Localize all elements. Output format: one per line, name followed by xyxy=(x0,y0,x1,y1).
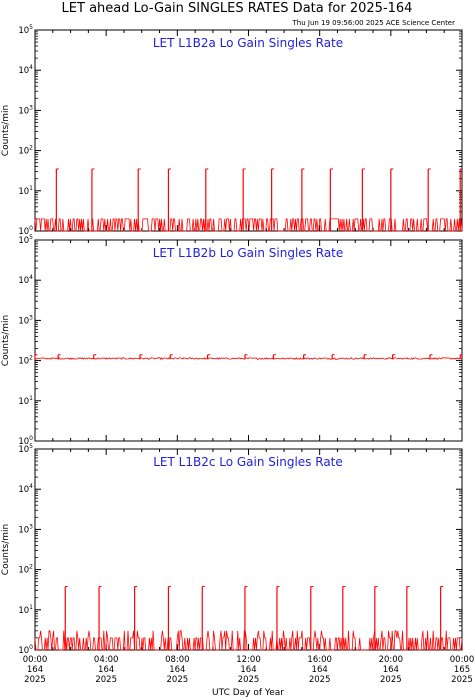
x-tick-label-day: 164 xyxy=(240,665,256,675)
y-tick-label: 105 xyxy=(18,443,33,455)
x-tick-label-time: 16:00 xyxy=(307,655,332,665)
y-tick-label: 105 xyxy=(18,24,33,36)
x-tick-label-time: 00:00 xyxy=(23,655,48,665)
panel-l1b2b: 100 101 102 103 104 105 Counts/min LET L1B2b Lo… xyxy=(1,234,463,447)
x-tick-label-time: 00:00 xyxy=(450,655,475,665)
y-tick-label: 104 xyxy=(18,64,33,76)
x-tick-label-year: 2025 xyxy=(24,675,46,685)
x-tick-label-time: 20:00 xyxy=(379,655,404,665)
y-tick-label: 102 xyxy=(18,564,33,576)
y-tick-label: 103 xyxy=(18,314,33,326)
x-tick-label-year: 2025 xyxy=(167,675,189,685)
rate-trace xyxy=(34,630,463,651)
x-tick-label-time: 12:00 xyxy=(236,655,261,665)
panel-title: LET L1B2c Lo Gain Singles Rate xyxy=(153,455,343,469)
y-tick-label: 101 xyxy=(18,395,33,407)
x-tick-label-day: 164 xyxy=(98,665,114,675)
y-tick-label: 104 xyxy=(18,274,33,286)
x-tick-label-year: 2025 xyxy=(451,675,473,685)
x-tick-label-year: 2025 xyxy=(380,675,402,685)
rate-trace xyxy=(34,218,463,232)
panel-title: LET L1B2b Lo Gain Singles Rate xyxy=(153,246,344,260)
rate-trace xyxy=(34,357,463,360)
x-tick-label-day: 164 xyxy=(383,665,399,675)
x-tick-label-time: 04:00 xyxy=(94,655,119,665)
y-tick-label: 101 xyxy=(18,604,33,616)
x-tick-label-year: 2025 xyxy=(309,675,331,685)
y-axis-label: Counts/min xyxy=(1,524,11,575)
y-tick-label: 100 xyxy=(18,644,33,656)
y-tick-label: 103 xyxy=(18,523,33,535)
figure-title: LET ahead Lo-Gain SINGLES RATES Data for… xyxy=(62,1,413,16)
plot-frame xyxy=(34,29,463,232)
panel-l1b2a: 100 101 102 103 104 105 Counts/min LET L1B2a Lo… xyxy=(1,24,463,237)
x-tick-label-time: 08:00 xyxy=(165,655,190,665)
x-axis: 00:00164202504:00164202508:00164202512:0… xyxy=(23,655,475,685)
plot-frame xyxy=(34,239,463,442)
y-tick-label: 104 xyxy=(18,483,33,495)
y-tick-label: 103 xyxy=(18,104,33,116)
generation-timestamp: Thu Jun 19 09:56:00 2025 ACE Science Cen… xyxy=(292,19,456,27)
y-tick-label: 101 xyxy=(18,185,33,197)
panel-title: LET L1B2a Lo Gain Singles Rate xyxy=(153,36,343,50)
x-tick-label-year: 2025 xyxy=(95,675,117,685)
y-tick-label: 102 xyxy=(18,355,33,367)
x-tick-label-day: 164 xyxy=(169,665,185,675)
y-axis-label: Counts/min xyxy=(1,105,11,156)
y-tick-label: 102 xyxy=(18,145,33,157)
y-axis-label: Counts/min xyxy=(1,315,11,366)
y-tick-label: 105 xyxy=(18,234,33,246)
x-axis-label: UTC Day of Year xyxy=(212,688,284,698)
x-tick-label-day: 164 xyxy=(27,665,43,675)
y-tick-label: 100 xyxy=(18,435,33,447)
x-tick-label-day: 164 xyxy=(312,665,328,675)
x-tick-label-year: 2025 xyxy=(238,675,260,685)
y-tick-label: 100 xyxy=(18,225,33,237)
panel-l1b2c: 100 101 102 103 104 105 Counts/min LET L1B2c Lo… xyxy=(1,443,463,656)
x-tick-label-day: 165 xyxy=(454,665,470,675)
